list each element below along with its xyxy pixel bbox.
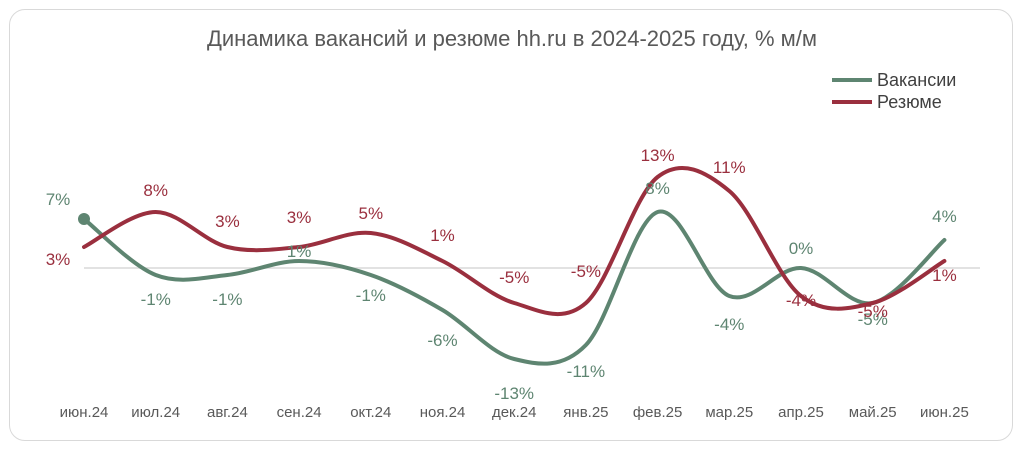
legend-label: Вакансии [877,70,956,90]
data-label: -5% [858,310,888,329]
data-label: -11% [567,362,605,381]
x-tick-label: июл.24 [131,404,180,421]
x-tick-label: май.25 [849,404,897,421]
data-label: 1% [287,242,312,261]
data-label: 5% [359,204,384,223]
data-label: 11% [713,158,746,177]
x-tick-label: фев.25 [633,404,683,421]
data-label: -4% [786,291,816,310]
data-label: -5% [499,268,529,287]
data-label: -1% [356,286,386,305]
series-line-resumes [82,166,947,317]
series-line-vacancies [82,209,947,366]
x-tick-label: июн.24 [60,404,109,421]
data-label: 0% [789,239,814,258]
data-label: -5% [858,302,888,321]
x-tick-label: янв.25 [563,404,608,421]
x-tick-label: апр.25 [778,404,824,421]
data-label: 4% [932,207,957,226]
data-label: -5% [571,262,601,281]
data-label: 3% [46,250,71,269]
data-label: -13% [494,384,534,403]
data-label: 8% [143,181,168,200]
legend-label: Резюме [877,92,942,112]
data-label: 13% [641,146,675,165]
data-label: -1% [141,290,171,309]
data-label: 3% [215,212,240,231]
data-label: 7% [46,190,71,209]
data-label: 3% [287,208,312,227]
data-label: 1% [932,266,957,285]
chart-title: Динамика вакансий и резюме hh.ru в 2024-… [206,26,818,51]
data-label: 1% [430,226,455,245]
data-point [78,213,90,225]
x-tick-label: мар.25 [705,404,753,421]
data-label: -6% [427,331,457,350]
x-tick-label: авг.24 [207,404,248,421]
x-tick-label: ноя.24 [420,404,466,421]
data-label: -1% [212,290,242,309]
x-tick-label: июн.25 [920,404,969,421]
x-tick-label: дек.24 [492,404,537,421]
data-label: 8% [645,179,670,198]
x-tick-label: окт.24 [350,404,391,421]
x-tick-label: сен.24 [277,404,322,421]
data-label: -4% [714,315,744,334]
